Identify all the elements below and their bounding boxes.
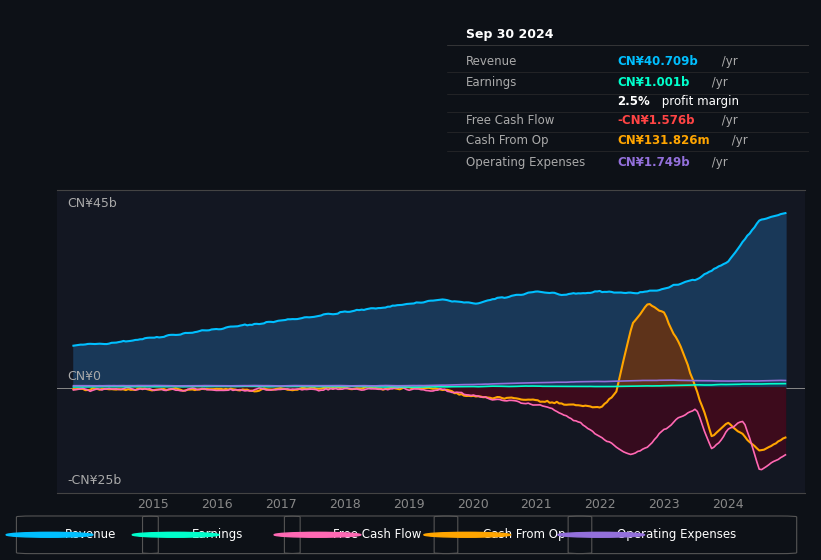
Text: /yr: /yr xyxy=(709,156,728,169)
Circle shape xyxy=(274,533,361,537)
Text: -CN¥25b: -CN¥25b xyxy=(67,474,122,487)
Text: Free Cash Flow: Free Cash Flow xyxy=(333,528,422,542)
Text: CN¥131.826m: CN¥131.826m xyxy=(617,134,710,147)
Circle shape xyxy=(132,533,219,537)
Text: -CN¥1.576b: -CN¥1.576b xyxy=(617,114,695,127)
Text: Sep 30 2024: Sep 30 2024 xyxy=(466,29,553,41)
Text: /yr: /yr xyxy=(709,76,728,90)
Text: CN¥1.001b: CN¥1.001b xyxy=(617,76,690,90)
Text: /yr: /yr xyxy=(718,114,738,127)
Text: Operating Expenses: Operating Expenses xyxy=(617,528,736,542)
Circle shape xyxy=(7,533,93,537)
Text: Operating Expenses: Operating Expenses xyxy=(466,156,585,169)
Text: Free Cash Flow: Free Cash Flow xyxy=(466,114,554,127)
Text: CN¥45b: CN¥45b xyxy=(67,197,117,209)
Circle shape xyxy=(558,533,644,537)
Text: /yr: /yr xyxy=(718,55,738,68)
Text: CN¥0: CN¥0 xyxy=(67,370,101,383)
Text: Earnings: Earnings xyxy=(191,528,243,542)
Text: CN¥40.709b: CN¥40.709b xyxy=(617,55,698,68)
Text: Cash From Op: Cash From Op xyxy=(466,134,548,147)
Circle shape xyxy=(424,533,511,537)
Text: Earnings: Earnings xyxy=(466,76,517,90)
Text: CN¥1.749b: CN¥1.749b xyxy=(617,156,690,169)
Text: Cash From Op: Cash From Op xyxy=(483,528,566,542)
Text: profit margin: profit margin xyxy=(658,95,739,108)
Text: 2.5%: 2.5% xyxy=(617,95,650,108)
Text: Revenue: Revenue xyxy=(66,528,117,542)
Text: /yr: /yr xyxy=(728,134,748,147)
Text: Revenue: Revenue xyxy=(466,55,517,68)
